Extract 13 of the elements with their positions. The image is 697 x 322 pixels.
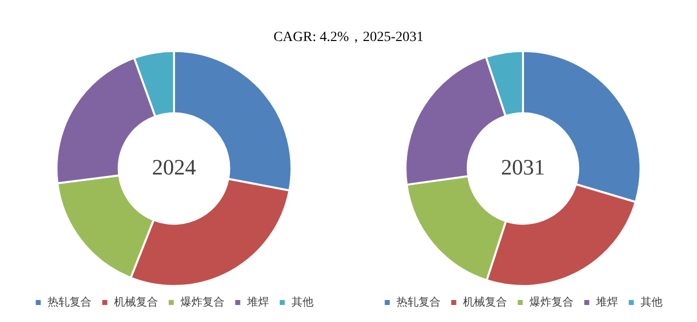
- legend-label: 机械复合: [114, 295, 158, 308]
- text: 2031: [501, 154, 545, 180]
- legend-label: 堆焊: [594, 295, 618, 308]
- legend-label: 热轧复合: [47, 295, 92, 308]
- legend-label: 堆焊: [246, 295, 269, 308]
- legend-label: 其他: [291, 295, 314, 308]
- legend-label: 其他: [640, 295, 662, 308]
- legend-label: 爆炸复合: [529, 295, 574, 308]
- legend-label: 热轧复合: [396, 295, 440, 308]
- text: 2024: [152, 154, 196, 180]
- text: CAGR: 4.2%，2025-2031: [272, 29, 425, 46]
- legend-label: 爆炸复合: [180, 295, 224, 308]
- legend-label: 机械复合: [462, 295, 507, 308]
